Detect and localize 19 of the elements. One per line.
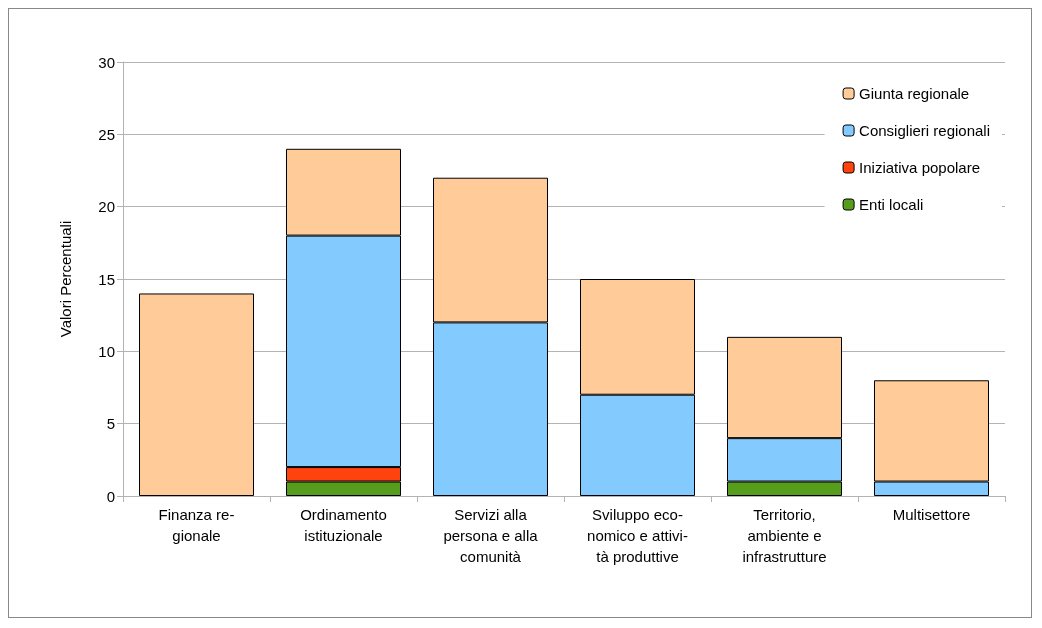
x-tick-label: Multisettore [892, 506, 971, 523]
x-tick-label: Territorio, ambiente e infrastrutture [742, 506, 827, 565]
y-tick-label: 0 [106, 487, 115, 505]
y-tick-label: 15 [98, 270, 115, 288]
y-tick-label: 30 [98, 53, 115, 71]
y-tick-label: 10 [98, 342, 115, 360]
legend-label: Consiglieri regionali [859, 122, 991, 139]
legend-label: Iniziativa popolare [859, 159, 981, 176]
x-tick-label: Servizi alla persona e alla comunità [443, 506, 539, 565]
y-axis-title: Valori Percentuali [57, 220, 74, 338]
y-tick-label: 20 [98, 198, 115, 216]
bar [139, 293, 254, 496]
legend-label: Giunta regionale [859, 85, 970, 102]
legend-label: Enti locali [859, 196, 924, 213]
y-tick-label: 5 [106, 415, 115, 433]
x-tick-label: Ordinamento istituzionale [300, 506, 387, 544]
y-tick-label: 25 [98, 125, 115, 143]
x-tick-label: Sviluppo eco- nomico e attivi- tà produttive [587, 506, 688, 565]
x-tick-label: Finanza re- gionale [158, 506, 235, 544]
